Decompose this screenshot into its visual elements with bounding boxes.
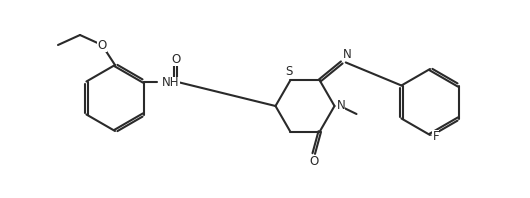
Text: O: O <box>171 52 180 66</box>
Text: N: N <box>337 98 345 111</box>
Text: O: O <box>309 155 319 168</box>
Text: O: O <box>98 38 107 51</box>
Text: NH: NH <box>162 76 180 89</box>
Text: S: S <box>286 65 293 78</box>
Text: F: F <box>432 129 439 143</box>
Text: N: N <box>343 49 351 61</box>
